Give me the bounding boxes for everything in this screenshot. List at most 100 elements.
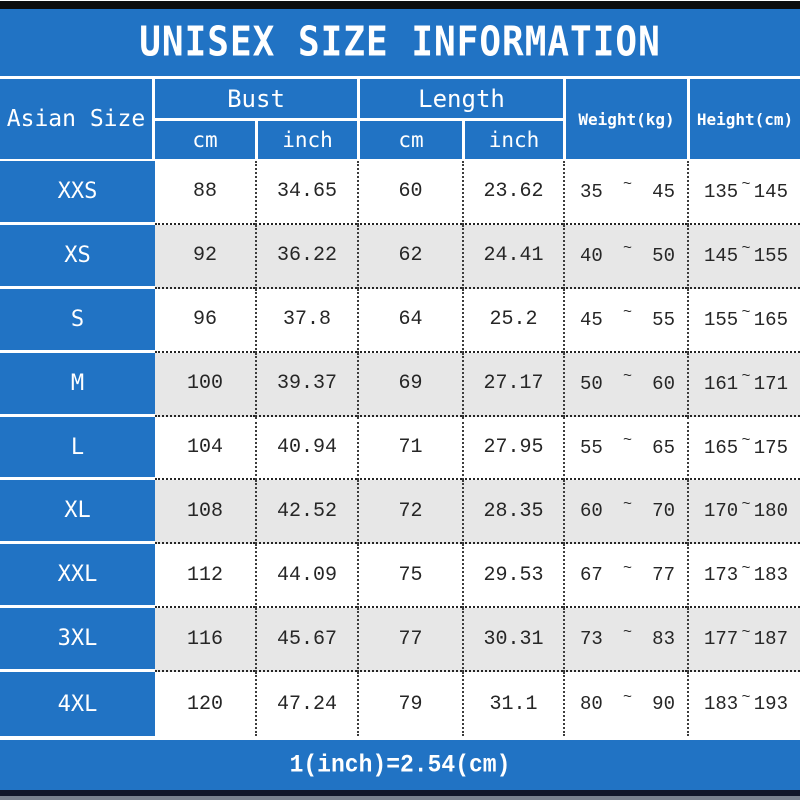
header-weight: Weight(kg) — [563, 79, 687, 159]
weight-max: 70 — [652, 500, 675, 523]
size-label-cell: 4XL — [0, 672, 155, 737]
table-row: M 100 39.37 69 27.17 50 ~ 60 161 ~ 171 — [0, 352, 800, 417]
tilde: ~ — [622, 688, 632, 706]
header-height: Height(cm) — [687, 79, 800, 159]
height-range-cell: 170 ~ 180 — [687, 480, 800, 545]
length-inch-cell: 29.53 — [462, 544, 563, 609]
tilde: ~ — [741, 176, 751, 194]
bust-inch-cell: 40.94 — [255, 416, 357, 481]
bust-cm-cell: 116 — [155, 608, 255, 673]
conversion-note: 1(inch)=2.54(cm) — [289, 750, 511, 780]
divider — [0, 159, 800, 161]
top-black-bar — [0, 1, 800, 9]
bust-cm-cell: 100 — [155, 352, 255, 417]
size-label-cell: XXL — [0, 544, 155, 609]
tilde: ~ — [622, 176, 632, 194]
height-min: 165 — [704, 436, 739, 459]
table-row: XL 108 42.52 72 28.35 60 ~ 70 170 ~ 180 — [0, 480, 800, 545]
length-cm-cell: 77 — [357, 608, 462, 673]
weight-min: 80 — [580, 693, 603, 716]
tilde: ~ — [622, 495, 632, 513]
bust-inch-cell: 34.65 — [255, 161, 357, 225]
bust-inch-cell: 39.37 — [255, 352, 357, 417]
height-max: 187 — [753, 628, 788, 651]
length-cm-cell: 79 — [357, 672, 462, 737]
length-inch-cell: 30.31 — [462, 608, 563, 673]
tilde: ~ — [741, 240, 751, 258]
weight-min: 45 — [580, 308, 603, 331]
table-row: XXS 88 34.65 60 23.62 35 ~ 45 135 ~ 145 — [0, 161, 800, 225]
height-max: 145 — [753, 180, 788, 203]
bust-inch-cell: 45.67 — [255, 608, 357, 673]
height-min: 183 — [704, 693, 739, 716]
height-min: 135 — [704, 180, 739, 203]
top-white-line — [0, 0, 800, 1]
bottom-gray-line — [0, 796, 800, 800]
table-row: 3XL 116 45.67 77 30.31 73 ~ 83 177 ~ 187 — [0, 608, 800, 673]
height-min: 155 — [704, 308, 739, 331]
table-row: XXL 112 44.09 75 29.53 67 ~ 77 173 ~ 183 — [0, 544, 800, 609]
length-cm-cell: 71 — [357, 416, 462, 481]
size-label-cell: 3XL — [0, 608, 155, 673]
height-range-cell: 177 ~ 187 — [687, 608, 800, 673]
header-asian-size: Asian Size — [0, 79, 155, 159]
weight-min: 35 — [580, 180, 603, 203]
tilde: ~ — [741, 304, 751, 322]
weight-range-cell: 67 ~ 77 — [563, 544, 687, 609]
weight-range-cell: 80 ~ 90 — [563, 672, 687, 737]
tilde: ~ — [622, 368, 632, 386]
bust-cm-cell: 96 — [155, 288, 255, 353]
size-label-cell: S — [0, 288, 155, 353]
tilde: ~ — [741, 368, 751, 386]
height-max: 183 — [753, 564, 788, 587]
tilde: ~ — [622, 623, 632, 641]
weight-range-cell: 73 ~ 83 — [563, 608, 687, 673]
weight-max: 90 — [652, 693, 675, 716]
tilde: ~ — [741, 623, 751, 641]
weight-min: 60 — [580, 500, 603, 523]
size-label-cell: XXS — [0, 161, 155, 225]
height-max: 171 — [753, 372, 788, 395]
height-range-cell: 135 ~ 145 — [687, 161, 800, 225]
bust-cm-cell: 112 — [155, 544, 255, 609]
weight-max: 50 — [652, 244, 675, 267]
height-range-cell: 165 ~ 175 — [687, 416, 800, 481]
bust-inch-cell: 36.22 — [255, 224, 357, 289]
bust-cm-cell: 92 — [155, 224, 255, 289]
title-band: UNISEX SIZE INFORMATION — [0, 9, 800, 76]
length-inch-cell: 24.41 — [462, 224, 563, 289]
weight-max: 65 — [652, 436, 675, 459]
length-cm-cell: 72 — [357, 480, 462, 545]
weight-min: 73 — [580, 628, 603, 651]
height-range-cell: 173 ~ 183 — [687, 544, 800, 609]
table-row: XS 92 36.22 62 24.41 40 ~ 50 145 ~ 155 — [0, 224, 800, 289]
tilde: ~ — [622, 240, 632, 258]
bust-cm-cell: 108 — [155, 480, 255, 545]
table-row: L 104 40.94 71 27.95 55 ~ 65 165 ~ 175 — [0, 416, 800, 481]
height-max: 165 — [753, 308, 788, 331]
weight-max: 77 — [652, 564, 675, 587]
height-min: 170 — [704, 500, 739, 523]
tilde: ~ — [622, 559, 632, 577]
weight-max: 45 — [652, 180, 675, 203]
tilde: ~ — [741, 688, 751, 706]
length-cm-cell: 60 — [357, 161, 462, 225]
divider — [0, 736, 800, 740]
height-range-cell: 183 ~ 193 — [687, 672, 800, 737]
height-max: 175 — [753, 436, 788, 459]
size-label-cell: M — [0, 352, 155, 417]
size-label-cell: XS — [0, 224, 155, 289]
weight-range-cell: 55 ~ 65 — [563, 416, 687, 481]
table-header: Asian Size Bust Length cm inch cm inch W… — [0, 79, 800, 159]
length-cm-cell: 62 — [357, 224, 462, 289]
length-inch-cell: 23.62 — [462, 161, 563, 225]
tilde: ~ — [622, 304, 632, 322]
header-bust-inch: inch — [255, 121, 357, 159]
weight-min: 67 — [580, 564, 603, 587]
height-max: 180 — [753, 500, 788, 523]
page-title: UNISEX SIZE INFORMATION — [139, 18, 661, 67]
height-max: 155 — [753, 244, 788, 267]
weight-max: 60 — [652, 372, 675, 395]
length-inch-cell: 27.95 — [462, 416, 563, 481]
